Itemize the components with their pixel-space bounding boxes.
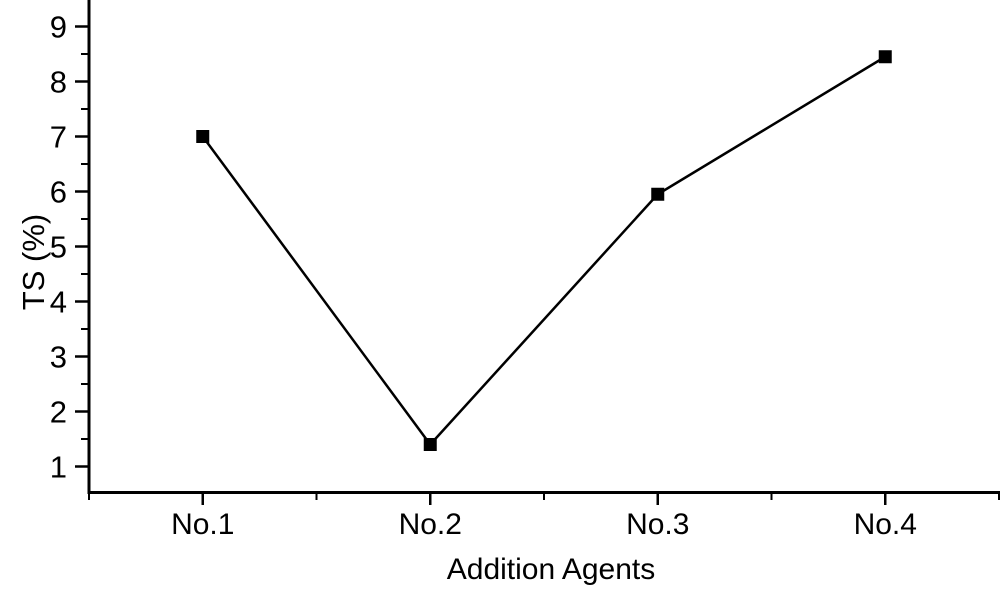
y-tick-label: 6 — [50, 174, 67, 209]
y-tick-label: 4 — [50, 284, 67, 319]
y-tick-label: 3 — [50, 339, 67, 374]
data-point-marker — [651, 187, 665, 201]
x-category-label: No.2 — [399, 508, 462, 541]
y-tick-label: 7 — [50, 119, 67, 154]
x-category-label: No.4 — [854, 508, 917, 541]
data-line — [201, 55, 886, 447]
y-tick-label: 1 — [50, 449, 67, 484]
y-tick-label: 9 — [50, 9, 67, 44]
y-tick-label: 5 — [50, 229, 67, 264]
y-tick-label: 8 — [50, 64, 67, 99]
x-category-label: No.3 — [626, 508, 689, 541]
y-axis-title: TS (%) — [16, 214, 51, 310]
data-point-marker — [878, 50, 892, 64]
x-axis-title: Addition Agents — [447, 553, 656, 586]
data-point-marker — [196, 130, 210, 143]
data-point-marker — [423, 438, 437, 451]
y-tick-label: 2 — [50, 394, 67, 429]
x-category-label: No.1 — [171, 508, 234, 541]
